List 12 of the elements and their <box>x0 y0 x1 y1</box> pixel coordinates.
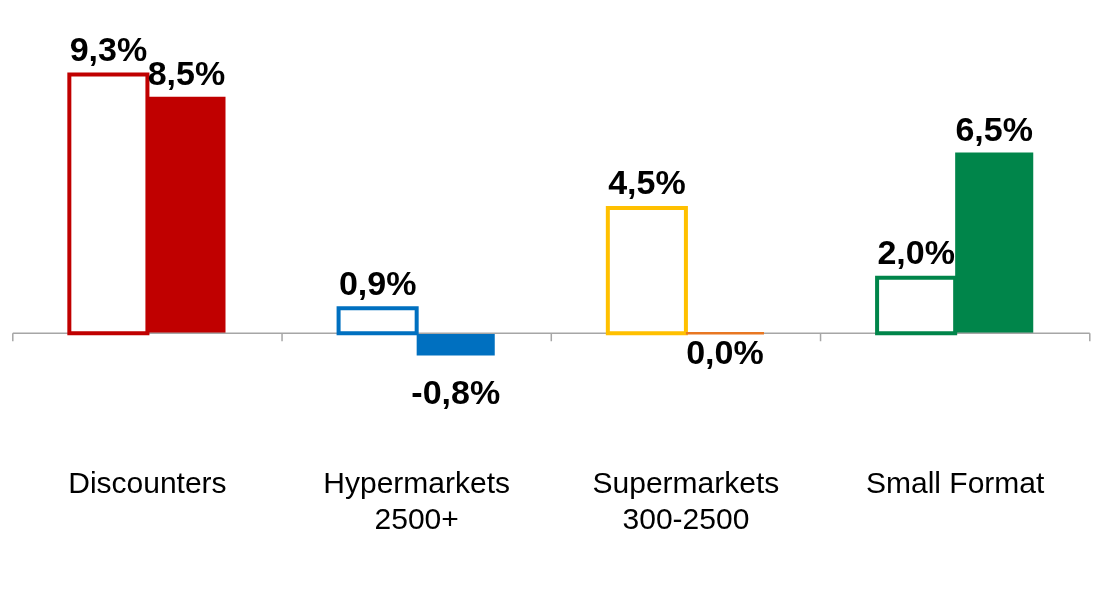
data-label: 0,9% <box>338 263 417 302</box>
data-label: -0,8% <box>411 372 501 411</box>
x-tick-label: Discounters <box>68 466 227 500</box>
data-label: 8,5% <box>147 54 226 93</box>
x-tick-label: Hypermarkets 2500+ <box>323 466 511 536</box>
data-label: 4,5% <box>608 163 686 202</box>
x-tick-label: Small Format <box>865 466 1046 500</box>
x-tick-label: Supermarkets 300-2500 <box>592 466 780 536</box>
data-label: 6,5% <box>955 109 1033 148</box>
data-label: 2,0% <box>877 233 955 272</box>
data-label: 9,3% <box>69 29 148 68</box>
data-label: 0,0% <box>686 332 764 371</box>
